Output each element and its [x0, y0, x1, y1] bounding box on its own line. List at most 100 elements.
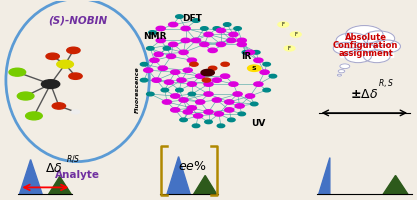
Circle shape: [190, 62, 198, 66]
Circle shape: [216, 42, 226, 47]
Circle shape: [340, 64, 350, 69]
Circle shape: [284, 46, 295, 51]
Circle shape: [196, 74, 205, 78]
Circle shape: [251, 102, 258, 106]
Circle shape: [204, 32, 213, 37]
Text: (S)-NOBIN: (S)-NOBIN: [48, 16, 107, 26]
Circle shape: [208, 66, 217, 70]
Circle shape: [242, 51, 250, 54]
Circle shape: [246, 50, 255, 55]
Circle shape: [191, 38, 201, 43]
Circle shape: [150, 58, 159, 62]
Circle shape: [224, 23, 231, 26]
Circle shape: [41, 80, 60, 88]
Circle shape: [187, 82, 196, 86]
Circle shape: [163, 47, 171, 50]
Circle shape: [180, 118, 187, 122]
Text: $\mathit{\Delta\delta}$: $\mathit{\Delta\delta}$: [45, 162, 63, 175]
Circle shape: [228, 118, 235, 122]
FancyBboxPatch shape: [340, 36, 394, 58]
Circle shape: [204, 82, 213, 86]
Circle shape: [374, 40, 400, 53]
Circle shape: [212, 78, 221, 82]
Circle shape: [346, 26, 383, 43]
Circle shape: [179, 98, 188, 102]
Circle shape: [269, 74, 276, 78]
Circle shape: [161, 88, 168, 92]
Polygon shape: [48, 176, 71, 194]
Circle shape: [183, 110, 192, 114]
Circle shape: [364, 50, 390, 63]
Text: $\mathbf{\pm\mathit{\Delta\delta}}$: $\mathbf{\pm\mathit{\Delta\delta}}$: [350, 88, 378, 101]
Circle shape: [205, 120, 212, 124]
Circle shape: [71, 110, 80, 114]
Circle shape: [67, 47, 80, 54]
Circle shape: [144, 68, 153, 72]
Text: Analyte: Analyte: [55, 170, 100, 180]
Circle shape: [333, 42, 358, 54]
Text: IR: IR: [241, 52, 251, 61]
Circle shape: [164, 80, 173, 84]
Circle shape: [234, 27, 241, 30]
Circle shape: [229, 82, 238, 86]
Circle shape: [253, 51, 260, 54]
Circle shape: [204, 110, 213, 114]
Circle shape: [176, 15, 183, 18]
Circle shape: [188, 92, 196, 96]
Circle shape: [168, 42, 178, 47]
Circle shape: [196, 100, 205, 104]
Text: UV: UV: [251, 119, 266, 128]
Circle shape: [225, 108, 234, 112]
Circle shape: [278, 22, 289, 27]
Polygon shape: [193, 175, 217, 194]
Polygon shape: [383, 175, 408, 194]
Circle shape: [181, 26, 190, 31]
Circle shape: [181, 38, 190, 43]
Circle shape: [57, 60, 73, 68]
Circle shape: [183, 68, 192, 72]
Circle shape: [246, 94, 255, 98]
Circle shape: [200, 42, 209, 47]
Circle shape: [156, 26, 165, 31]
Circle shape: [171, 70, 180, 74]
Circle shape: [221, 62, 229, 66]
Circle shape: [213, 27, 221, 30]
Circle shape: [148, 31, 156, 34]
Circle shape: [229, 32, 238, 37]
Circle shape: [177, 78, 186, 82]
Circle shape: [217, 124, 225, 128]
Circle shape: [290, 32, 301, 37]
Circle shape: [254, 58, 263, 62]
Circle shape: [192, 19, 200, 22]
Circle shape: [156, 38, 165, 43]
Circle shape: [212, 98, 221, 102]
Circle shape: [208, 48, 217, 53]
Circle shape: [202, 78, 211, 82]
Circle shape: [248, 65, 261, 71]
Circle shape: [225, 100, 234, 104]
Text: Absolute: Absolute: [344, 33, 387, 42]
Circle shape: [141, 62, 148, 66]
Circle shape: [193, 114, 203, 118]
Circle shape: [171, 108, 180, 112]
Circle shape: [158, 66, 167, 70]
Circle shape: [146, 47, 154, 50]
Polygon shape: [167, 157, 190, 194]
Circle shape: [233, 92, 242, 96]
Text: $\mathit{ee\%}$: $\mathit{ee\%}$: [178, 160, 206, 173]
Text: F: F: [288, 46, 291, 51]
Circle shape: [18, 92, 34, 100]
Circle shape: [146, 92, 154, 96]
Circle shape: [171, 94, 180, 98]
Text: Fluorescence: Fluorescence: [135, 67, 140, 113]
Circle shape: [52, 103, 65, 109]
Circle shape: [204, 92, 213, 96]
Circle shape: [187, 106, 196, 110]
Polygon shape: [319, 158, 330, 194]
Circle shape: [227, 38, 236, 43]
Circle shape: [363, 31, 395, 46]
Text: $\mathit{R/S}$: $\mathit{R/S}$: [66, 153, 80, 164]
Text: F: F: [282, 22, 285, 27]
Circle shape: [166, 54, 176, 58]
Circle shape: [260, 70, 269, 74]
